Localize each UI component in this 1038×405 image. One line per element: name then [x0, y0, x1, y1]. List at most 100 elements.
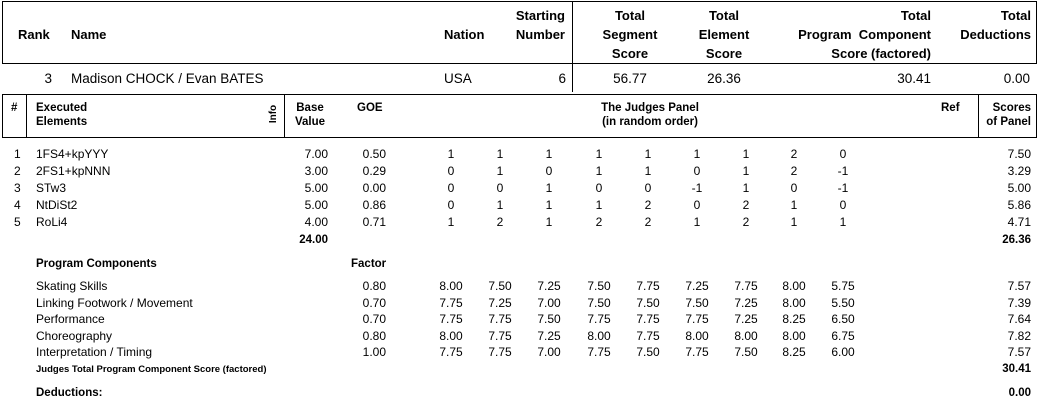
component-judge-score: 7.25 [488, 295, 512, 310]
component-judge-score: 7.50 [587, 295, 611, 310]
pcs-total-value: 30.41 [1002, 363, 1031, 375]
judge-score: 0 [447, 198, 455, 212]
judge-score: 0 [839, 198, 847, 212]
component-factor: 1.00 [362, 345, 386, 360]
element-panel-score: 5.00 [1007, 181, 1031, 195]
component-panel-score: 7.82 [1007, 328, 1031, 343]
judge-score: 1 [693, 147, 701, 161]
element-name: STw3 [36, 181, 67, 195]
component-judge-score: 7.25 [734, 295, 758, 310]
component-judge-score: 7.25 [685, 279, 709, 293]
component-judge-score: 5.75 [831, 279, 855, 293]
element-panel-score: 3.29 [1007, 164, 1031, 178]
judge-score: -1 [837, 181, 849, 195]
component-judge-score: 7.75 [488, 328, 512, 343]
component-name: Choreography [36, 328, 113, 343]
component-judge-score: 7.75 [587, 345, 611, 360]
judge-score: 0 [790, 181, 798, 195]
tss-header: Total Segment Score [602, 8, 658, 61]
component-panel-score: 7.57 [1007, 345, 1031, 360]
judge-score: 1 [595, 147, 603, 161]
component-name: Performance [36, 312, 105, 327]
judge-score: 1 [545, 198, 553, 212]
judge-score: 1 [496, 198, 504, 212]
judge-score: 1 [447, 215, 455, 229]
component-judge-score: 7.75 [587, 312, 611, 327]
judge-score: 1 [447, 147, 455, 161]
component-judge-score: 7.25 [537, 279, 561, 293]
judge-score: 1 [595, 198, 603, 212]
judge-score: 1 [693, 215, 701, 229]
deductions-value: 0.00 [1008, 387, 1031, 399]
judge-score: 1 [545, 181, 553, 195]
component-factor: 0.80 [362, 328, 386, 343]
judge-score: 2 [644, 215, 652, 229]
component-judge-score: 7.50 [537, 312, 561, 327]
judge-score: 1 [595, 164, 603, 178]
element-number: 3 [14, 181, 21, 195]
skater-starting-number: 6 [558, 71, 566, 86]
element-name: 2FS1+kpNNN [36, 164, 111, 178]
judge-score: 0 [545, 164, 553, 178]
component-factor: 0.70 [362, 295, 386, 310]
component-judge-score: 7.75 [439, 345, 463, 360]
element-goe: 0.86 [362, 198, 386, 212]
name-header: Name [71, 27, 107, 42]
elements-score-total: 26.36 [1002, 234, 1031, 246]
component-judge-score: 8.00 [782, 279, 806, 293]
tes-header: Total Element Score [698, 8, 750, 61]
judge-score: 0 [595, 181, 603, 195]
component-judge-score: 8.00 [439, 279, 463, 293]
component-judge-score: 8.00 [685, 328, 709, 343]
element-number: 2 [14, 164, 21, 178]
judge-score: 1 [644, 147, 652, 161]
element-panel-score: 5.86 [1007, 198, 1031, 212]
component-judge-score: 8.00 [782, 328, 806, 343]
component-judge-score: 6.00 [831, 345, 855, 360]
component-judge-score: 8.00 [782, 295, 806, 310]
element-number: 4 [14, 198, 21, 212]
component-judge-score: 7.50 [685, 295, 709, 310]
skater-pcs: 30.41 [897, 71, 931, 86]
element-base-value: 5.00 [304, 198, 328, 212]
component-judge-score: 7.75 [488, 345, 512, 360]
judge-score: -1 [837, 164, 849, 178]
judge-score: 1 [742, 164, 750, 178]
skater-nation: USA [444, 71, 472, 86]
judge-score: 1 [644, 164, 652, 178]
component-judge-score: 7.75 [636, 328, 660, 343]
element-panel-score: 4.71 [1007, 215, 1031, 229]
skater-deductions: 0.00 [1003, 71, 1030, 86]
component-judge-score: 7.75 [636, 279, 660, 293]
component-judge-score: 7.75 [439, 312, 463, 327]
component-name: Skating Skills [36, 279, 108, 293]
judge-score: 2 [742, 215, 750, 229]
program-components-title: Program Components [36, 258, 157, 270]
nation-header: Nation [444, 27, 485, 42]
judge-score: 0 [693, 164, 701, 178]
factor-header: Factor [351, 258, 387, 270]
element-goe: 0.00 [362, 181, 386, 195]
scores-of-panel-header: Scores of Panel [986, 102, 1031, 128]
pcs-header: Total Program Component Score (factored) [798, 8, 931, 61]
judge-score: 0 [447, 181, 455, 195]
judge-score: 2 [644, 198, 652, 212]
element-base-value: 4.00 [304, 215, 328, 229]
judges-panel-header: The Judges Panel (in random order) [601, 102, 699, 128]
judge-score: 0 [447, 164, 455, 178]
judge-score: 1 [742, 181, 750, 195]
judge-score: 2 [790, 164, 798, 178]
component-judge-score: 8.00 [734, 328, 758, 343]
component-judge-score: 7.50 [636, 345, 660, 360]
component-judge-score: 8.00 [439, 328, 463, 343]
component-panel-score: 7.64 [1007, 312, 1031, 327]
starting-number-header: Starting Number [515, 8, 565, 42]
component-judge-score: 7.25 [537, 328, 561, 343]
pcs-total-label: Judges Total Program Component Score (fa… [36, 364, 267, 375]
element-base-value: 3.00 [304, 164, 328, 178]
elements-base-total: 24.00 [299, 234, 328, 246]
component-judge-score: 5.50 [831, 295, 855, 310]
element-goe: 0.50 [362, 147, 386, 161]
judge-score: 1 [496, 147, 504, 161]
element-name: NtDiSt2 [36, 198, 78, 212]
